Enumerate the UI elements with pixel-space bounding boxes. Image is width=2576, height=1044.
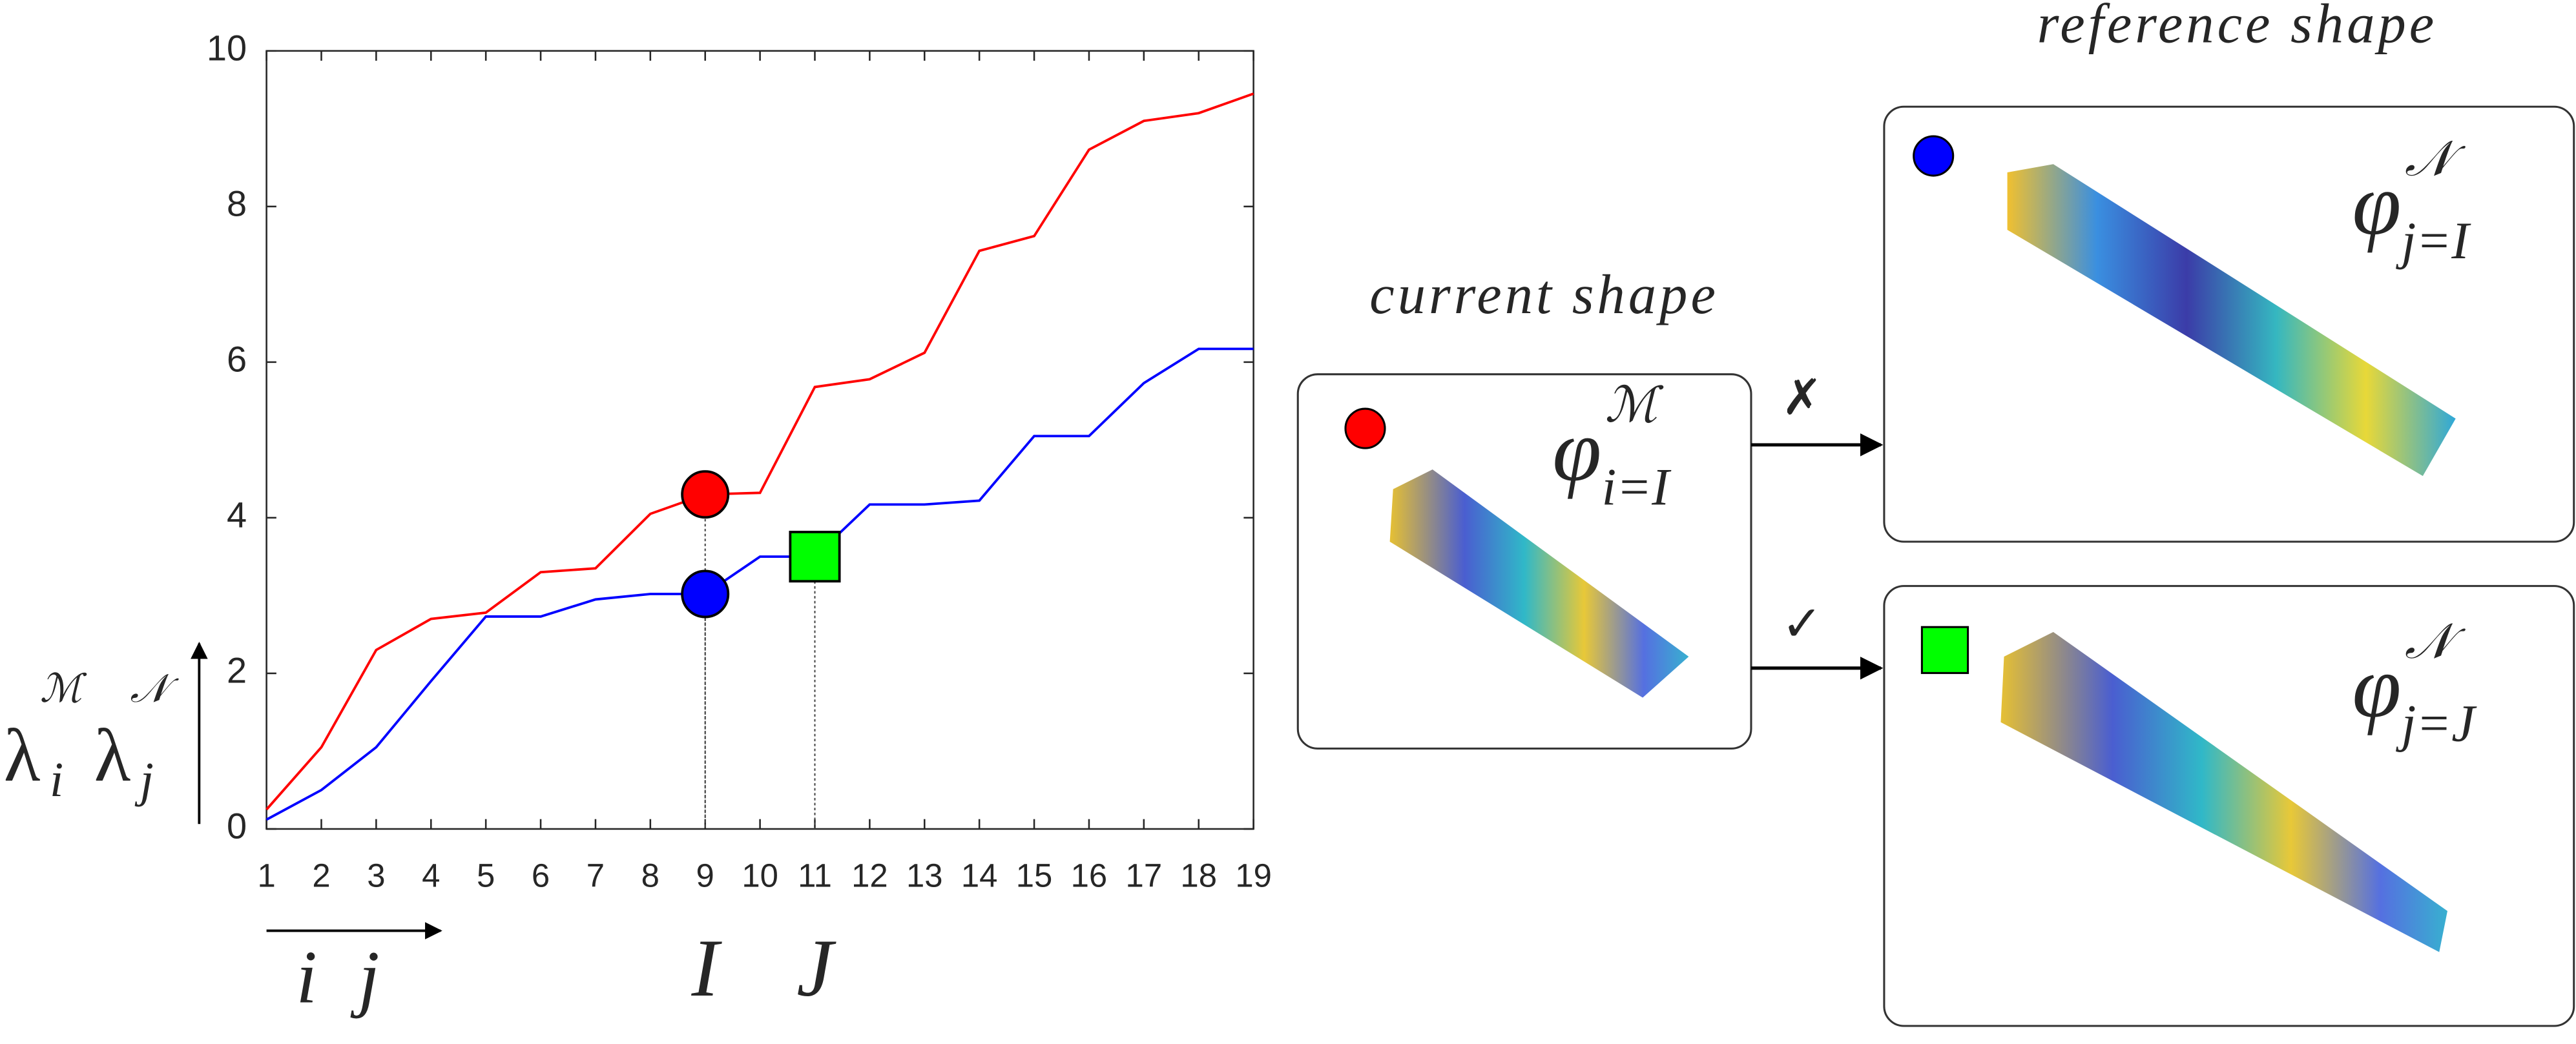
x-tick-label: 8: [641, 857, 660, 894]
phi-label-sup: ℳ: [1605, 378, 1664, 433]
annotation: J: [796, 923, 836, 1014]
phi-label-sup: 𝒩: [2405, 132, 2466, 187]
y-label-sub: i: [50, 753, 63, 807]
phi-label-sub: j=I: [2396, 212, 2471, 270]
y-label-sup: ℳ: [40, 668, 87, 711]
x-tick-label: 4: [422, 857, 440, 894]
y-label-sub: j: [134, 753, 154, 807]
x-tick-label: 15: [1016, 857, 1053, 894]
phi-label-sup: 𝒩: [2405, 615, 2466, 669]
marker: [681, 569, 730, 619]
current-panel: [1296, 373, 1752, 750]
x-tick-label: 9: [696, 857, 714, 894]
arrow-symbol: ✓: [1781, 595, 1823, 652]
shape: [2000, 631, 2447, 952]
x-tick-label: 19: [1235, 857, 1272, 894]
x-tick-label: 6: [532, 857, 550, 894]
x-tick-label: 16: [1071, 857, 1108, 894]
x-label: j: [350, 936, 380, 1019]
shape: [1389, 469, 1689, 698]
phi-label: φ: [1552, 401, 1601, 499]
plot-box: [265, 50, 1254, 830]
phi-label-sub: j=J: [2396, 695, 2477, 753]
x-tick-label: 11: [798, 857, 832, 894]
x-tick-label: 10: [742, 857, 778, 894]
y-label: λ: [94, 714, 131, 797]
x-tick-label: 3: [367, 857, 385, 894]
phi-label: φ: [2353, 155, 2402, 253]
x-label: i: [296, 936, 317, 1019]
panel-title: reference shape: [2037, 0, 2437, 55]
x-tick-label: 7: [587, 857, 605, 894]
y-tick-label: 8: [227, 183, 247, 224]
y-tick-label: 6: [227, 339, 247, 380]
arrow-symbol: ✗: [1781, 368, 1823, 425]
line: [265, 347, 1254, 821]
shape: [2007, 164, 2456, 476]
y-tick-label: 2: [227, 650, 247, 691]
x-tick-label: 17: [1126, 857, 1163, 894]
panel-marker: [1344, 407, 1386, 449]
y-label-sup: 𝒩: [130, 668, 180, 711]
marker: [789, 531, 841, 583]
phi-label: φ: [2353, 638, 2402, 736]
marker: [681, 470, 730, 519]
x-tick-label: 1: [257, 857, 275, 894]
reference-panel: [1883, 585, 2575, 1027]
x-tick-label: 14: [961, 857, 998, 894]
panel-marker: [1913, 135, 1955, 177]
x-tick-label: 13: [906, 857, 943, 894]
x-tick-label: 18: [1180, 857, 1217, 894]
panel-title: current shape: [1369, 263, 1719, 325]
y-label: λ: [4, 714, 41, 797]
x-tick-label: 2: [312, 857, 330, 894]
line: [265, 92, 1254, 811]
y-tick-label: 4: [227, 495, 247, 535]
panel-marker: [1920, 626, 1969, 674]
y-tick-label: 10: [207, 28, 247, 68]
phi-label-sub: i=I: [1602, 458, 1672, 516]
x-tick-label: 5: [477, 857, 495, 894]
reference-panel: [1883, 105, 2575, 543]
x-tick-label: 12: [851, 857, 888, 894]
y-tick-label: 0: [227, 806, 247, 846]
annotation: I: [691, 923, 723, 1014]
